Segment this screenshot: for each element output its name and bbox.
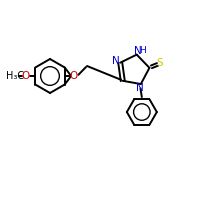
Text: O: O bbox=[22, 71, 30, 81]
Text: N: N bbox=[134, 46, 142, 56]
Text: S: S bbox=[157, 58, 163, 68]
Text: H: H bbox=[139, 46, 146, 55]
Text: N: N bbox=[136, 83, 144, 93]
Text: O: O bbox=[70, 71, 78, 81]
Text: H₃C: H₃C bbox=[6, 71, 24, 81]
Text: N: N bbox=[112, 56, 120, 66]
